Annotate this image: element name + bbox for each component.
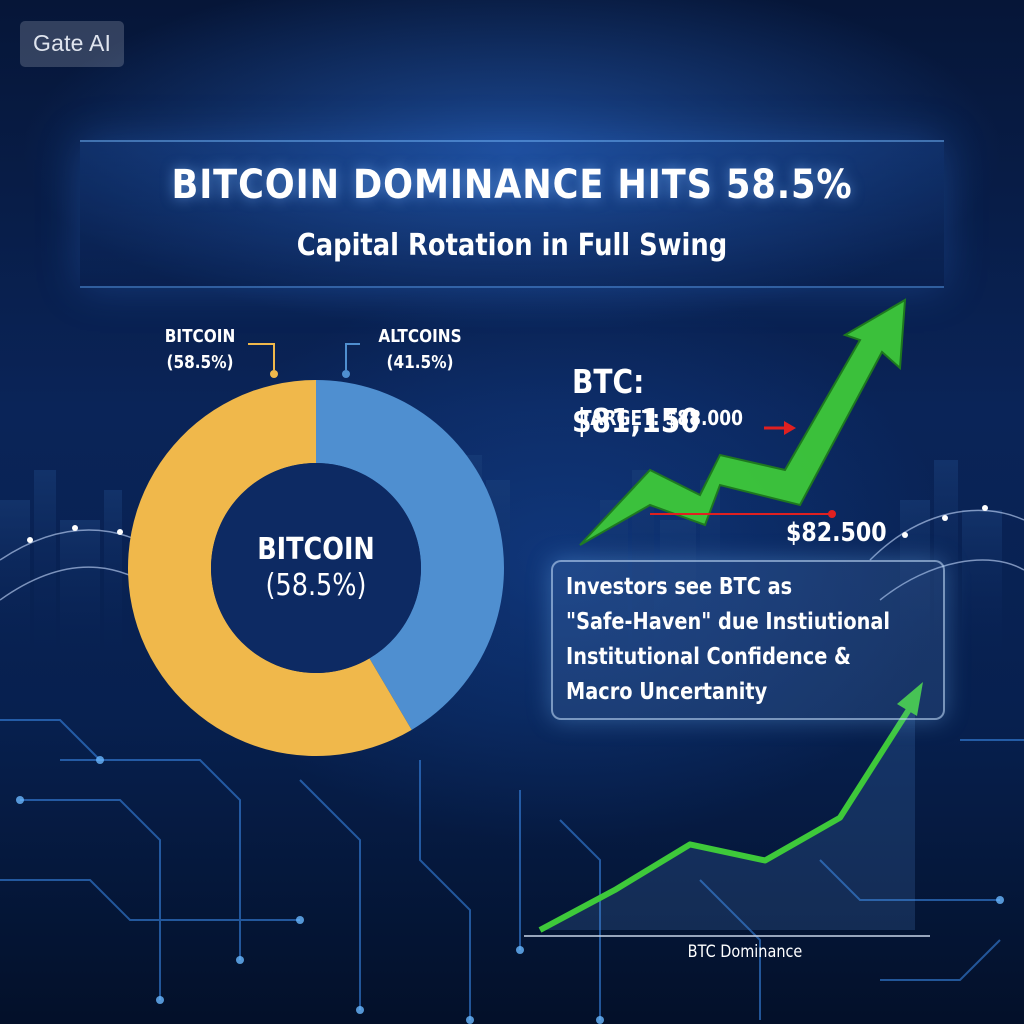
title-banner <box>80 140 944 288</box>
support-dot <box>828 510 836 518</box>
donut-slice-altcoins <box>316 379 505 730</box>
dominance-axis-label: BTC Dominance <box>687 942 803 962</box>
page-subtitle: Capital Rotation in Full Swing <box>296 228 728 263</box>
network-dots <box>27 505 988 543</box>
legend-label-bitcoin: BITCOIN <box>164 326 236 347</box>
info-line-2: "Safe-Haven" due Instiutional <box>566 609 891 635</box>
leader-line-altcoins <box>345 343 360 370</box>
info-line-1: Investors see BTC as <box>566 574 793 600</box>
circuit-traces <box>0 719 1024 1020</box>
leader-dot-bitcoin <box>270 370 278 378</box>
dominance-area <box>540 700 915 930</box>
support-level: $82.500 <box>786 518 887 548</box>
leader-dot-altcoins <box>342 370 350 378</box>
legend-value-bitcoin: (58.5%) <box>166 352 234 373</box>
info-line-4: Macro Uncertanity <box>566 679 768 705</box>
price-trend-arrow <box>579 298 907 546</box>
btc-target: TARGET: $88.000 <box>580 406 743 430</box>
donut-hole <box>211 463 421 673</box>
watermark-badge: Gate AI <box>20 21 125 67</box>
dominance-line <box>538 698 918 933</box>
leader-line-bitcoin <box>248 343 275 370</box>
info-line-3: Institutional Confidence & <box>566 644 851 670</box>
target-arrow-head <box>784 421 796 435</box>
info-callout-box <box>551 560 945 720</box>
donut-slice-bitcoin <box>128 380 412 756</box>
legend-value-altcoins: (41.5%) <box>386 352 454 373</box>
donut-center-label: BITCOIN <box>257 532 375 567</box>
circuit-nodes <box>16 756 1004 1024</box>
donut-center-value: (58.5%) <box>265 568 367 603</box>
btc-price: BTC: $81,150 <box>572 362 700 440</box>
page-title: BITCOIN DOMINANCE HITS 58.5% <box>171 162 853 208</box>
dominance-arrow-head <box>897 682 923 716</box>
legend-label-altcoins: ALTCOINS <box>378 326 462 347</box>
